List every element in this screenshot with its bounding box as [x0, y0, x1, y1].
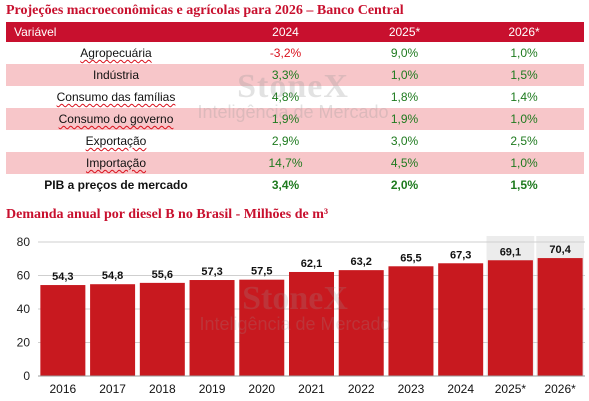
bar [438, 263, 484, 376]
table-row: Agropecuária -3,2% 9,0% 1,0% [6, 42, 584, 64]
bar [239, 279, 285, 376]
row-label: PIB a preços de mercado [6, 174, 226, 196]
row-value: 1,0% [464, 152, 584, 174]
table-row: Exportação 2,9% 3,0% 2,5% [6, 130, 584, 152]
bar-value-label: 69,1 [500, 246, 521, 258]
row-label: Importação [6, 152, 226, 174]
row-value: 1,0% [464, 42, 584, 64]
diesel-demand-chart: 0 20 40 60 80 54,3 2016 54,8 2017 55,6 2018 57,3 201… [17, 235, 585, 396]
y-tick-label: 80 [17, 235, 31, 249]
row-value: 1,4% [464, 86, 584, 108]
row-value: 3,0% [345, 130, 464, 152]
bar-value-label: 70,4 [549, 244, 571, 256]
bar-value-label: 65,5 [400, 252, 421, 264]
row-value: 3,3% [226, 64, 345, 86]
x-tick-label: 2018 [149, 382, 176, 396]
bar [90, 284, 136, 376]
row-label-text: Exportação [85, 134, 147, 148]
bar [40, 285, 86, 376]
bar [487, 260, 533, 376]
row-value: 4,8% [226, 86, 345, 108]
bar-value-label: 54,8 [102, 270, 123, 282]
row-value: 2,5% [464, 130, 584, 152]
table-header-row: Variável 2024 2025* 2026* [6, 22, 584, 42]
row-label-text: Importação [85, 156, 147, 170]
x-tick-label: 2016 [50, 382, 77, 396]
projections-table: Variável 2024 2025* 2026* Agropecuária -3… [6, 22, 584, 196]
bar-value-label: 62,1 [301, 258, 322, 270]
row-label-text: Indústria [92, 68, 140, 82]
row-label: Consumo das famílias [6, 86, 226, 108]
row-label: Agropecuária [6, 42, 226, 64]
row-value: 3,4% [226, 174, 345, 196]
row-value: -3,2% [226, 42, 345, 64]
bar-value-label: 63,2 [351, 256, 372, 268]
bar [289, 271, 334, 376]
x-tick-label: 2020 [248, 382, 275, 396]
row-label: Consumo do governo [6, 108, 226, 130]
bar-value-label: 55,6 [152, 269, 173, 281]
y-tick-label: 20 [17, 336, 31, 350]
row-value: 1,5% [464, 174, 584, 196]
row-value: 1,0% [464, 108, 584, 130]
table-row: PIB a preços de mercado 3,4% 2,0% 1,5% [6, 174, 584, 196]
row-label-text: PIB a preços de mercado [44, 178, 188, 192]
row-value: 1,0% [345, 64, 464, 86]
x-tick-label: 2017 [99, 382, 126, 396]
bar-value-label: 67,3 [450, 249, 471, 261]
table-title: Projeções macroeconômicas e agrícolas pa… [6, 3, 404, 18]
x-tick-label: 2025* [495, 382, 527, 396]
y-tick-label: 40 [17, 302, 31, 316]
bar [388, 266, 434, 376]
x-tick-label: 2026* [544, 382, 576, 396]
bar [338, 270, 384, 376]
x-tick-label: 2024 [447, 382, 474, 396]
row-value: 2,9% [226, 130, 345, 152]
row-value: 4,5% [345, 152, 464, 174]
header-2024: 2024 [226, 22, 345, 42]
header-variable: Variável [6, 22, 226, 42]
bar-value-label: 57,5 [251, 266, 272, 278]
x-tick-label: 2019 [199, 382, 226, 396]
y-tick-label: 0 [23, 369, 30, 383]
bar [189, 280, 235, 376]
bar [139, 282, 185, 376]
table-row: Indústria 3,3% 1,0% 1,5% [6, 64, 584, 86]
row-label-text: Agropecuária [80, 46, 152, 60]
row-value: 1,9% [226, 108, 345, 130]
x-tick-label: 2021 [298, 382, 325, 396]
header-2026: 2026* [464, 22, 584, 42]
row-label: Indústria [6, 64, 226, 86]
x-tick-label: 2023 [398, 382, 425, 396]
row-value: 1,5% [464, 64, 584, 86]
row-value: 1,8% [345, 86, 464, 108]
row-value: 1,9% [345, 108, 464, 130]
x-tick-label: 2022 [348, 382, 375, 396]
table-row: Importação 14,7% 4,5% 1,0% [6, 152, 584, 174]
y-tick-label: 60 [17, 269, 31, 283]
bar [537, 258, 583, 376]
table-row: Consumo do governo 1,9% 1,9% 1,0% [6, 108, 584, 130]
row-value: 14,7% [226, 152, 345, 174]
row-label-text: Consumo do governo [58, 112, 174, 126]
row-value: 9,0% [345, 42, 464, 64]
row-value: 2,0% [345, 174, 464, 196]
bar-value-label: 54,3 [52, 271, 73, 283]
row-label-text: Consumo das famílias [56, 90, 176, 104]
row-label: Exportação [6, 130, 226, 152]
table-row: Consumo das famílias 4,8% 1,8% 1,4% [6, 86, 584, 108]
header-2025: 2025* [345, 22, 464, 42]
bar-value-label: 57,3 [201, 266, 222, 278]
chart-title: Demanda anual por diesel B no Brasil - M… [6, 207, 329, 222]
